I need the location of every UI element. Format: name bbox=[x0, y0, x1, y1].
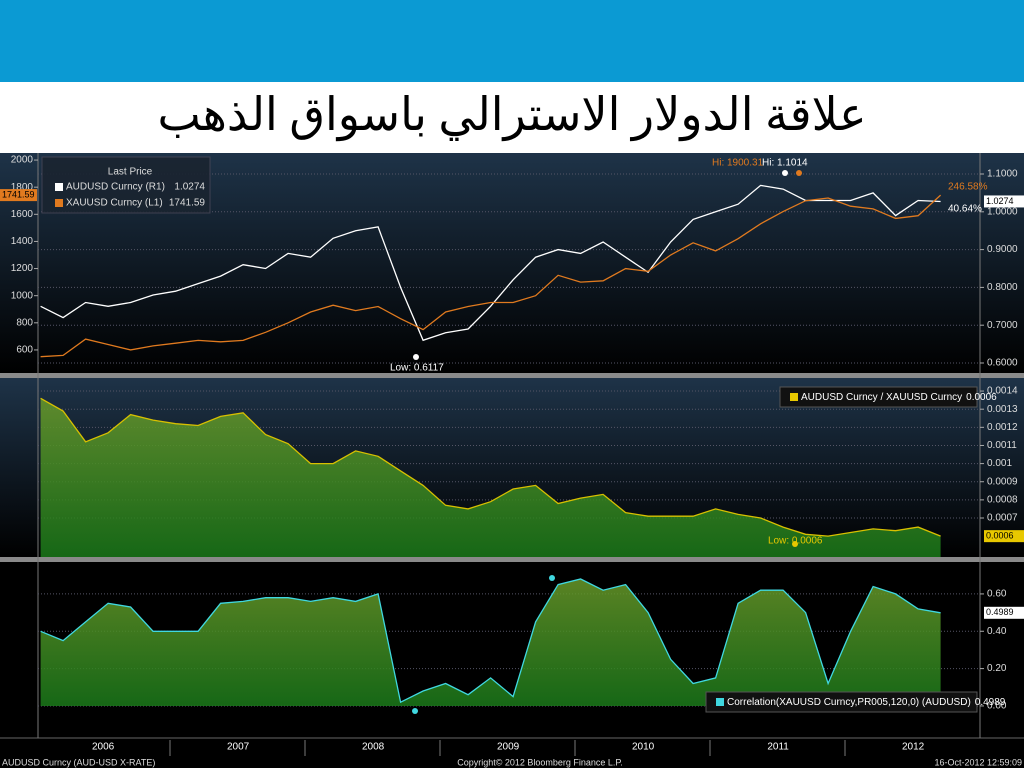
annotation: Hi: 1.1014 bbox=[762, 158, 808, 169]
series-area bbox=[40, 579, 941, 706]
page-title: علاقة الدولار الاسترالي باسواق الذهب bbox=[157, 89, 867, 140]
y-tick-label: 0.9000 bbox=[987, 244, 1018, 255]
value-marker bbox=[984, 195, 1024, 208]
legend-label: XAUUSD Curncy (L1) bbox=[66, 198, 163, 209]
x-tick-label: 2008 bbox=[362, 742, 385, 753]
legend-box bbox=[705, 691, 978, 713]
legend-label: AUDUSD Curncy (R1) bbox=[66, 182, 165, 193]
y-tick-label: 0.0011 bbox=[987, 440, 1017, 451]
y-tick-label: 1000 bbox=[11, 290, 34, 301]
series-line bbox=[40, 184, 941, 342]
y-tick-label: 0.0007 bbox=[987, 513, 1018, 524]
y-tick-label: 0.0008 bbox=[987, 495, 1018, 506]
y-tick-label: 0.0009 bbox=[987, 476, 1018, 487]
y-tick-label: 0.8000 bbox=[987, 282, 1018, 293]
y-tick-label: 1600 bbox=[11, 209, 34, 220]
x-tick-label: 2009 bbox=[497, 742, 520, 753]
annotation: 40.64% bbox=[948, 204, 982, 215]
y-tick-label: 0.001 bbox=[987, 458, 1012, 469]
footer-right: 16-Oct-2012 12:59:09 bbox=[934, 757, 1022, 767]
extreme-point bbox=[413, 354, 419, 360]
y-tick-label: 0.40 bbox=[987, 626, 1007, 637]
extreme-point bbox=[412, 708, 418, 714]
y-tick-label: 600 bbox=[16, 345, 33, 356]
legend-box bbox=[41, 156, 211, 214]
x-tick-label: 2011 bbox=[767, 742, 789, 753]
y-tick-label: 0.7000 bbox=[987, 320, 1018, 331]
x-tick-label: 2006 bbox=[92, 742, 115, 753]
legend-swatch bbox=[790, 393, 798, 401]
time-axis-bg bbox=[0, 738, 1024, 768]
x-tick-label: 2007 bbox=[227, 742, 250, 753]
footer-left: AUDUSD Curncy (AUD-USD X-RATE) bbox=[2, 757, 155, 767]
y-tick-label: 1200 bbox=[11, 263, 34, 274]
x-tick-label: 2010 bbox=[632, 742, 655, 753]
extreme-point bbox=[549, 575, 555, 581]
y-tick-label: 1.1000 bbox=[987, 169, 1018, 180]
y-tick-label: 0.20 bbox=[987, 663, 1007, 674]
y-tick-label: 1400 bbox=[11, 236, 34, 247]
panel-separator bbox=[0, 557, 1024, 562]
y-tick-label: 0.0013 bbox=[987, 404, 1018, 415]
value-marker-label: 1.0274 bbox=[986, 196, 1014, 206]
annotation: Low: 0.6117 bbox=[390, 363, 444, 374]
value-marker-label: 0.4989 bbox=[986, 607, 1014, 617]
legend-swatch bbox=[55, 199, 63, 207]
y-tick-label: 1800 bbox=[11, 182, 34, 193]
series-area bbox=[40, 398, 941, 557]
series-line bbox=[40, 194, 942, 358]
series-line bbox=[40, 397, 941, 537]
header-bar bbox=[0, 0, 1024, 82]
y-tick-label: 0.0012 bbox=[987, 422, 1018, 433]
y-tick-label: 2000 bbox=[11, 155, 34, 166]
legend-value: 0.0006 bbox=[966, 392, 997, 403]
value-marker bbox=[984, 606, 1024, 619]
annotation: 246.58% bbox=[948, 182, 988, 193]
y-tick-label: 0.0014 bbox=[987, 386, 1018, 397]
y-tick-label: 0.00 bbox=[987, 701, 1007, 712]
value-marker-label: 0.0006 bbox=[986, 531, 1014, 541]
y-tick-label: 1.0000 bbox=[987, 206, 1018, 217]
legend-box bbox=[779, 386, 978, 408]
value-marker bbox=[984, 530, 1024, 543]
legend-swatch bbox=[55, 183, 63, 191]
extreme-point bbox=[782, 170, 788, 176]
legend-name: Correlation(XAUUSD Curncy,PR005,120,0) (… bbox=[727, 697, 971, 708]
y-tick-label: 0.6000 bbox=[987, 358, 1018, 369]
footer-center: Copyright© 2012 Bloomberg Finance L.P. bbox=[457, 757, 623, 767]
extreme-point bbox=[792, 541, 798, 547]
legend-label: Correlation(XAUUSD Curncy,PR005,120,0) (… bbox=[727, 697, 1006, 708]
x-tick-label: 2012 bbox=[902, 742, 925, 753]
annotation: Hi: 1900.31 bbox=[712, 158, 764, 169]
legend-value: 1.0274 bbox=[174, 182, 205, 193]
y-tick-label: 0.60 bbox=[987, 589, 1007, 600]
legend-name: AUDUSD Curncy / XAUUSD Curncy bbox=[801, 392, 962, 403]
value-marker bbox=[0, 189, 37, 202]
legend-swatch bbox=[716, 698, 724, 706]
value-marker-label: 1741.59 bbox=[2, 189, 35, 199]
panel-separator bbox=[0, 373, 1024, 378]
series-line bbox=[40, 578, 941, 704]
y-tick-label: 800 bbox=[16, 317, 33, 328]
legend-title: Last Price bbox=[108, 167, 153, 178]
legend-value: 1741.59 bbox=[169, 198, 206, 209]
legend-label: AUDUSD Curncy / XAUUSD Curncy 0.0006 bbox=[801, 392, 997, 403]
extreme-point bbox=[796, 170, 802, 176]
legend-value: 0.4989 bbox=[975, 697, 1006, 708]
